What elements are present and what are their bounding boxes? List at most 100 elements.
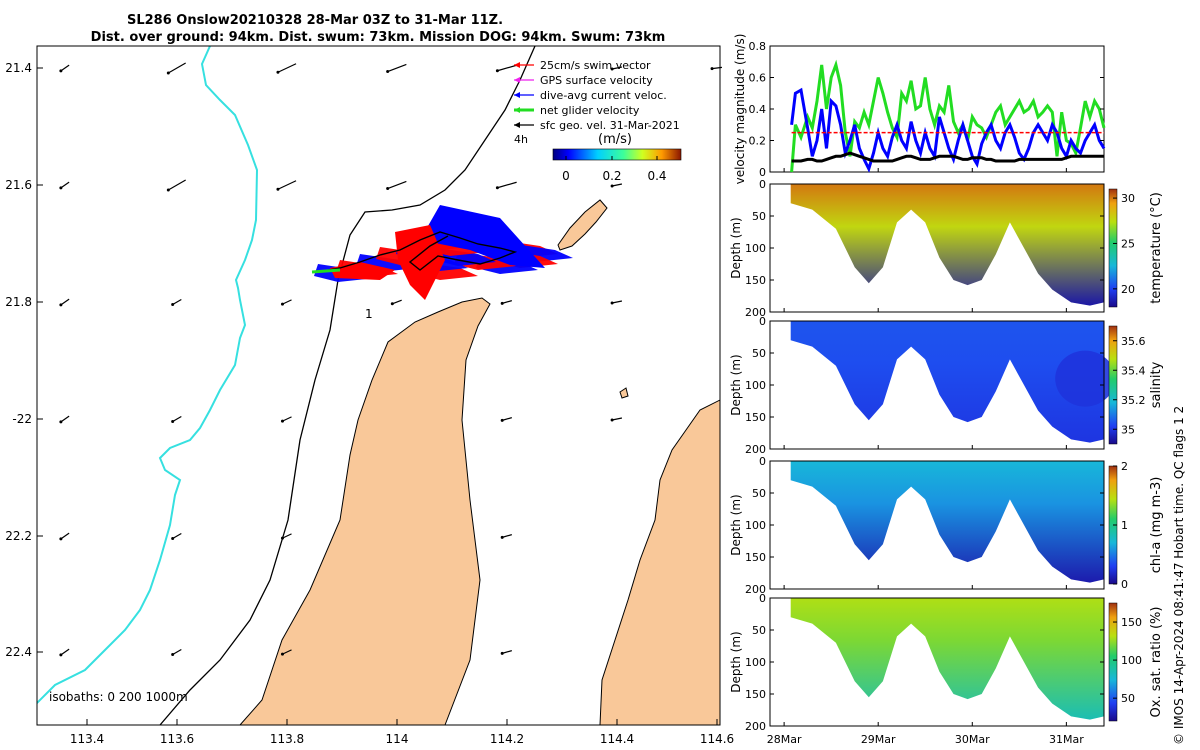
geo-velocity-arrow: [502, 534, 512, 538]
geo-velocity-arrow-tail: [276, 187, 280, 191]
lon-tick-label: 113.6: [160, 732, 194, 746]
geo-velocity-arrow-tail: [710, 67, 714, 71]
depth-tick-label: 200: [745, 306, 766, 319]
geo-velocity-arrow-tail: [171, 302, 175, 306]
section-data-field: [790, 461, 1104, 583]
time-tick-label: 31Mar: [1049, 733, 1084, 746]
colorbar-label: Ox. sat. ratio (%): [1149, 607, 1164, 718]
geo-velocity-arrow: [60, 64, 70, 72]
velocity-y-axis: 0 0.2 0.4 0.6 0.8: [749, 40, 1104, 179]
map-longitude-axis: 113.4 113.6 113.8 114 114.2 114.4 114.6: [70, 719, 734, 746]
geo-velocity-arrow: [172, 415, 182, 423]
series-line-dive-avg-current-veloc-: [790, 87, 1106, 173]
velocity-y-tick-label: 0.4: [749, 103, 767, 116]
colorbar-tick-label: 25: [1121, 237, 1135, 250]
geo-velocity-arrow-tail: [59, 186, 63, 190]
lat-tick-label: -22: [12, 412, 32, 426]
title-line-1: SL286 Onslow20210328 28-Mar 03Z to 31-Ma…: [127, 13, 503, 28]
geo-velocity-arrow-tail: [500, 301, 504, 305]
lat-tick-label: 21.4: [5, 61, 32, 75]
depth-tick-label: 50: [752, 487, 766, 500]
depth-axis-label: Depth (m): [729, 217, 743, 278]
geo-velocity-arrow-tail: [610, 184, 614, 188]
island: [619, 387, 629, 399]
depth-tick-label: 200: [745, 443, 766, 456]
time-axis: 28Mar 29Mar 30Mar 31Mar: [767, 168, 1084, 746]
imos-credit-label: © IMOS 14-Apr-2024 08:41:47 Hobart time.…: [1172, 406, 1186, 745]
colorbar-tick-label: 20: [1121, 283, 1135, 296]
legend-label: sfc geo. vel. 31-Mar-2021: [540, 119, 680, 132]
colorbar-tick-label: 35.6: [1121, 335, 1146, 348]
depth-tick-label: 200: [745, 720, 766, 733]
geo-velocity-arrow-tail: [171, 652, 175, 656]
lat-tick-label: 22.4: [5, 645, 32, 659]
geo-velocity-arrow-tail: [59, 303, 63, 307]
geo-velocity-arrow-tail: [280, 302, 284, 306]
velocity-y-tick-label: 0.8: [749, 40, 767, 53]
depth-tick-label: 50: [752, 347, 766, 360]
isobath-1000m: [37, 46, 259, 705]
title-line-2: Dist. over ground: 94km. Dist. swum: 73k…: [91, 30, 666, 45]
swim-vector-swath: [395, 225, 445, 300]
velocity-frame: [769, 45, 1105, 173]
lat-tick-label: 21.6: [5, 178, 32, 192]
speed-colorbar-ticks: 0 0.2 0.4: [562, 156, 667, 183]
depth-tick-label: 0: [759, 592, 766, 605]
legend-arrowhead: [514, 107, 520, 113]
colorbar-tick-label: 35.2: [1121, 394, 1146, 407]
colorbar-tick-label: 35.4: [1121, 364, 1146, 377]
lat-tick-label: 22.2: [5, 529, 32, 543]
glider-marker-label: 1: [365, 307, 373, 321]
colorbar-tick-label: 50: [1121, 692, 1135, 705]
geo-velocity-arrow: [277, 180, 297, 190]
section-colorbar: [1108, 188, 1118, 308]
series-line-net-glider-velocity: [790, 59, 1106, 173]
geo-velocity-arrow-tail: [610, 67, 614, 71]
colorbar-label: chl-a (mg m-3): [1149, 477, 1164, 574]
geo-velocity-arrow-tail: [280, 536, 284, 540]
series-line-sfc-geo-vel-: [791, 151, 1104, 163]
colorbar-tick-label: 35: [1121, 423, 1135, 436]
colorbar-tick-label: 1: [1121, 519, 1128, 532]
depth-tick-label: 150: [745, 551, 766, 564]
geo-velocity-arrow-tail: [166, 71, 170, 75]
geo-velocity-arrow: [168, 179, 186, 191]
landmass-east-coast: [599, 399, 720, 725]
geo-velocity-arrow-tail: [59, 69, 63, 73]
map-latitude-axis: 21.4 21.6 21.8 -22 22.2 22.4: [5, 61, 43, 659]
lon-tick-label: 114.4: [600, 732, 634, 746]
colorbar-tick-label: 0.2: [602, 169, 621, 183]
time-tick-label: 29Mar: [861, 733, 896, 746]
depth-tick-label: 150: [745, 274, 766, 287]
geo-velocity-arrow: [172, 532, 182, 540]
geo-velocity-arrow-tail: [386, 70, 390, 74]
lon-tick-label: 114.6: [700, 732, 734, 746]
section-data-field: [790, 321, 1104, 443]
velocity-magnitude-panel: 0 0.2 0.4 0.6 0.8 velocity magnitude (m/s): [733, 34, 1106, 184]
section-colorbar: [1108, 325, 1118, 445]
section-panel-chla: 0 50 100 150 200 Depth (m) 0 1 2 chl-a (mg m-3): [729, 455, 1164, 596]
geo-velocity-arrow-tail: [59, 537, 63, 541]
geo-velocity-arrow: [60, 181, 70, 189]
map-legend: 25cm/s swim vector GPS surface velocity di…: [514, 59, 680, 132]
geo-velocity-arrow: [392, 299, 402, 305]
depth-tick-label: 150: [745, 411, 766, 424]
velocity-y-tick-label: 0.2: [749, 135, 767, 148]
lon-tick-label: 114.2: [490, 732, 524, 746]
colorbar-tick-label: 0.4: [647, 169, 666, 183]
section-panel-temperature: 0 50 100 150 200 Depth (m) 20 25 30 temperature (…: [729, 178, 1164, 319]
geo-velocity-arrow: [168, 62, 186, 74]
colorbar-tick-label: 2: [1121, 460, 1128, 473]
lon-tick-label: 114: [386, 732, 409, 746]
geo-velocity-arrow-tail: [500, 651, 504, 655]
geo-velocity-arrow-tail: [280, 419, 284, 423]
geo-velocity-arrow: [60, 298, 70, 306]
island: [557, 199, 608, 251]
velocity-y-tick-label: 0.6: [749, 72, 767, 85]
map-frame: [36, 45, 721, 726]
depth-tick-label: 100: [745, 656, 766, 669]
geo-velocity-arrow: [60, 415, 70, 423]
geo-velocity-arrow-tail: [171, 419, 175, 423]
depth-tick-label: 100: [745, 379, 766, 392]
